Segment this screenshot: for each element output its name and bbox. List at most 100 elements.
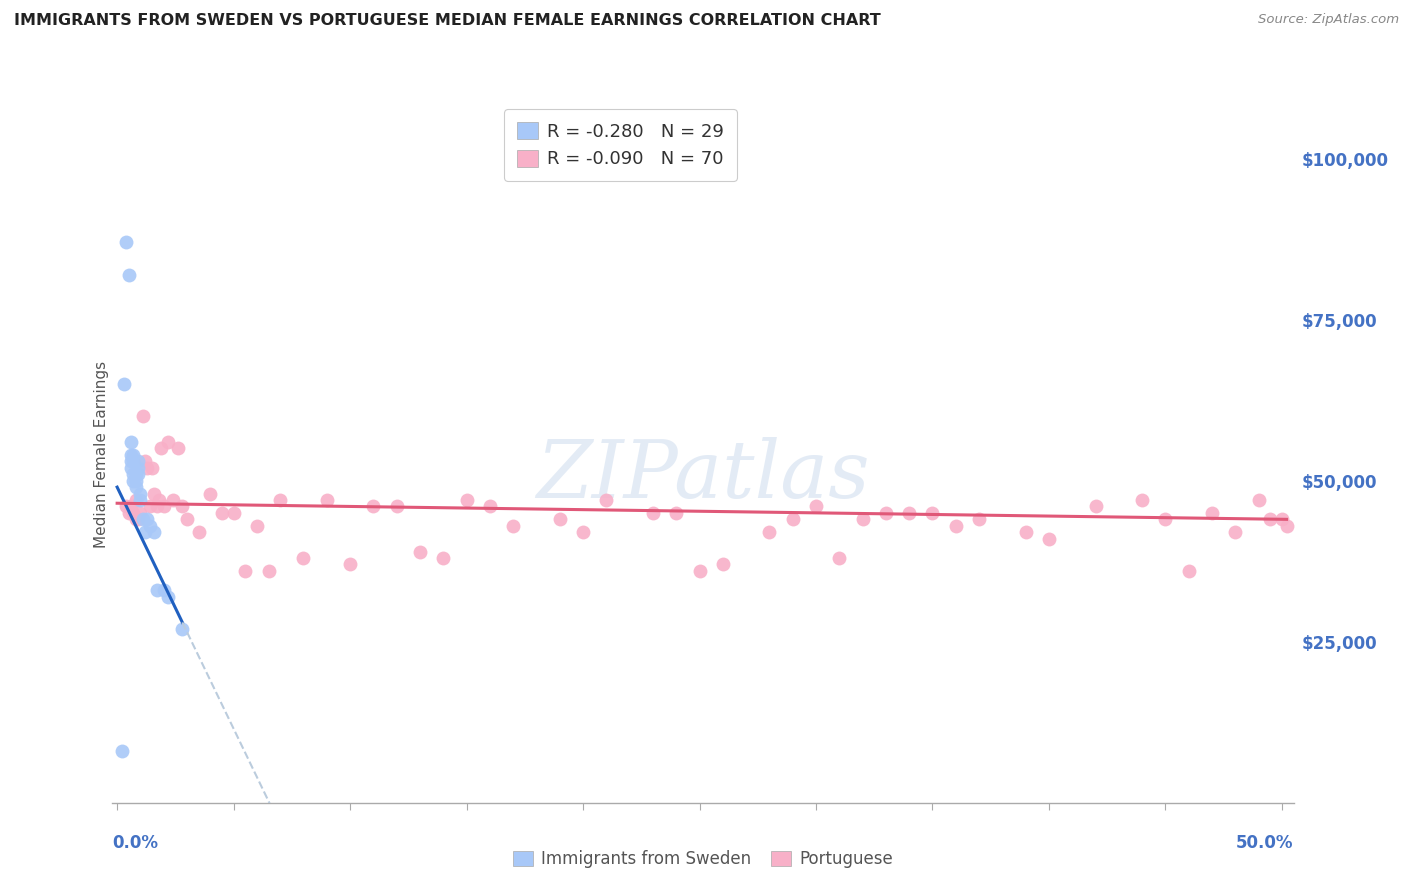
Point xyxy=(246,518,269,533)
Point xyxy=(152,583,174,598)
Point xyxy=(139,518,162,533)
Point xyxy=(115,500,138,514)
Point xyxy=(1130,493,1153,508)
Point xyxy=(572,525,595,540)
Y-axis label: Median Female Earnings: Median Female Earnings xyxy=(94,361,108,549)
Text: IMMIGRANTS FROM SWEDEN VS PORTUGUESE MEDIAN FEMALE EARNINGS CORRELATION CHART: IMMIGRANTS FROM SWEDEN VS PORTUGUESE MED… xyxy=(14,13,880,29)
Point xyxy=(1177,564,1199,578)
Point xyxy=(1275,518,1298,533)
Point xyxy=(689,564,711,578)
Point xyxy=(141,460,163,475)
Point xyxy=(758,525,780,540)
Point xyxy=(851,512,873,526)
Point xyxy=(127,512,149,526)
Point xyxy=(200,486,222,500)
Point xyxy=(1225,525,1247,540)
Point xyxy=(111,744,134,758)
Point xyxy=(122,467,145,482)
Point xyxy=(143,486,166,500)
Point xyxy=(782,512,804,526)
Point xyxy=(132,512,155,526)
Point xyxy=(1247,493,1270,508)
Point xyxy=(120,435,142,450)
Point xyxy=(172,500,194,514)
Point xyxy=(945,518,967,533)
Point xyxy=(711,558,734,572)
Point xyxy=(1014,525,1036,540)
Point xyxy=(967,512,990,526)
Point xyxy=(157,590,180,604)
Point xyxy=(120,460,142,475)
Point xyxy=(127,467,149,482)
Point xyxy=(132,409,155,424)
Point xyxy=(125,474,148,488)
Point xyxy=(1084,500,1107,514)
Point xyxy=(1201,506,1223,520)
Point xyxy=(385,500,408,514)
Point xyxy=(502,518,524,533)
Point xyxy=(898,506,921,520)
Point xyxy=(125,467,148,482)
Point xyxy=(129,506,152,520)
Point xyxy=(292,551,315,566)
Point xyxy=(315,493,337,508)
Point xyxy=(122,454,145,468)
Point xyxy=(120,500,142,514)
Point xyxy=(595,493,617,508)
Point xyxy=(157,435,180,450)
Point xyxy=(166,442,188,456)
Point xyxy=(211,506,233,520)
Point xyxy=(134,525,156,540)
Text: Source: ZipAtlas.com: Source: ZipAtlas.com xyxy=(1258,13,1399,27)
Point xyxy=(127,454,149,468)
Point xyxy=(120,454,142,468)
Point xyxy=(921,506,943,520)
Point xyxy=(125,480,148,494)
Point xyxy=(187,525,209,540)
Point xyxy=(115,235,138,250)
Point xyxy=(478,500,501,514)
Text: 0.0%: 0.0% xyxy=(112,834,159,852)
Legend: R = -0.280   N = 29, R = -0.090   N = 70: R = -0.280 N = 29, R = -0.090 N = 70 xyxy=(503,109,737,181)
Point xyxy=(139,500,162,514)
Point xyxy=(150,442,173,456)
Point xyxy=(134,454,156,468)
Point xyxy=(118,506,141,520)
Text: 50.0%: 50.0% xyxy=(1236,834,1294,852)
Point xyxy=(875,506,897,520)
Point xyxy=(804,500,827,514)
Point xyxy=(122,448,145,462)
Point xyxy=(409,544,432,558)
Point xyxy=(152,500,174,514)
Point xyxy=(136,460,159,475)
Point xyxy=(122,474,145,488)
Point xyxy=(125,512,148,526)
Point xyxy=(143,525,166,540)
Point xyxy=(1154,512,1177,526)
Point xyxy=(122,506,145,520)
Point xyxy=(112,377,135,392)
Point xyxy=(129,486,152,500)
Point xyxy=(125,493,148,508)
Point xyxy=(172,622,194,636)
Point xyxy=(222,506,245,520)
Point xyxy=(118,268,141,282)
Legend: Immigrants from Sweden, Portuguese: Immigrants from Sweden, Portuguese xyxy=(506,844,900,875)
Point xyxy=(269,493,291,508)
Point xyxy=(339,558,361,572)
Point xyxy=(1258,512,1281,526)
Point xyxy=(162,493,184,508)
Point xyxy=(145,500,167,514)
Point xyxy=(120,448,142,462)
Point xyxy=(148,493,170,508)
Point xyxy=(456,493,478,508)
Point xyxy=(257,564,280,578)
Point xyxy=(363,500,385,514)
Point xyxy=(129,493,152,508)
Point xyxy=(145,583,167,598)
Point xyxy=(548,512,571,526)
Point xyxy=(1271,512,1294,526)
Point xyxy=(176,512,198,526)
Text: ZIPatlas: ZIPatlas xyxy=(536,437,870,515)
Point xyxy=(641,506,664,520)
